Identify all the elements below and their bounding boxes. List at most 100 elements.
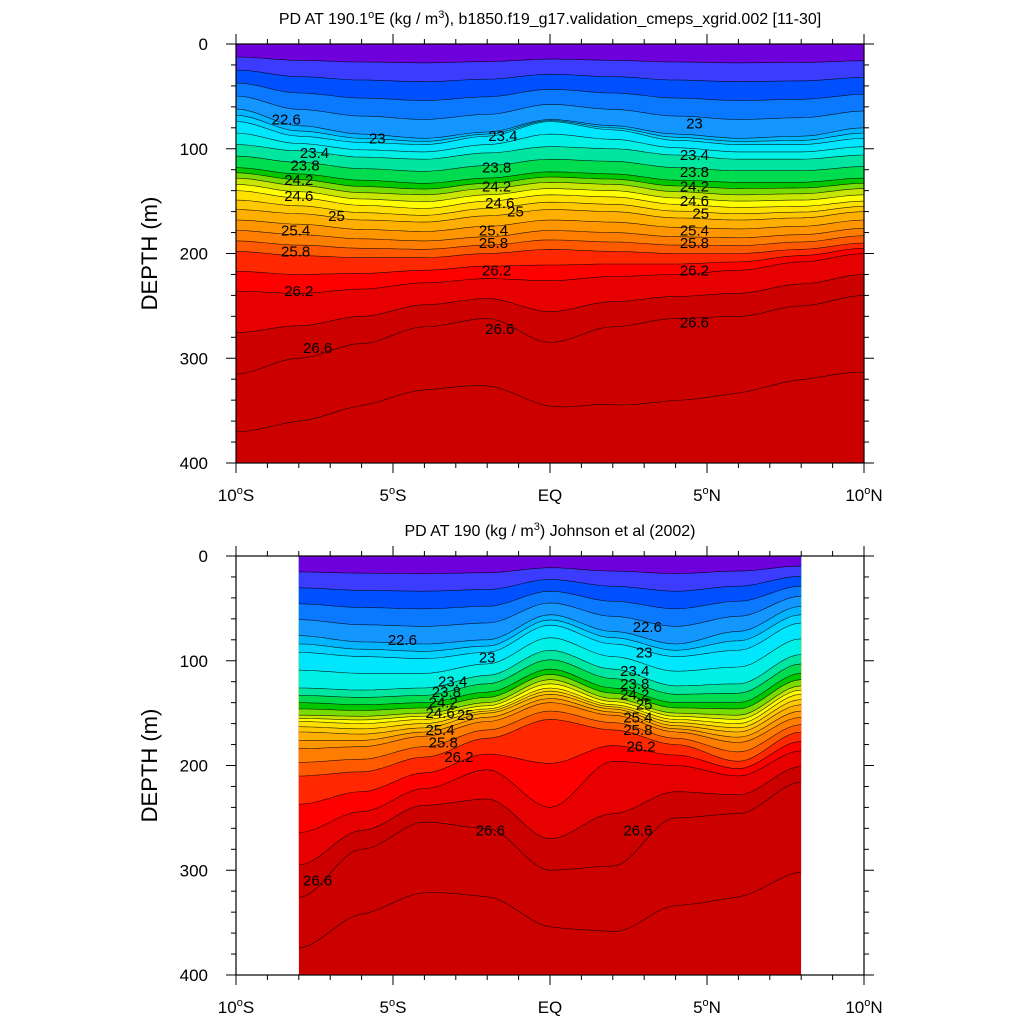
contour-label: 23.8	[432, 684, 461, 701]
contour-line	[236, 295, 864, 375]
contour-label: 25.4	[425, 722, 454, 739]
contour-line	[298, 719, 802, 777]
contour-label: 22.6	[633, 619, 662, 636]
contour-label: 26.6	[476, 822, 505, 839]
contour-label: 25.8	[680, 235, 709, 252]
contour-line	[298, 565, 802, 574]
contour-label: 25	[507, 204, 524, 221]
contour-line	[298, 622, 802, 660]
contour-label: 25	[457, 707, 474, 724]
contour-line	[298, 649, 802, 691]
contour-label: 25.8	[479, 235, 508, 252]
contour-line	[236, 69, 864, 83]
contour-label: 23.8	[620, 676, 649, 693]
contour-label: 23.4	[438, 674, 467, 691]
contour-label: 26.2	[626, 739, 655, 756]
contour-label: 25.8	[623, 722, 652, 739]
contour-line	[298, 674, 802, 711]
contour-line	[298, 659, 802, 698]
contour-label: 24.2	[284, 172, 313, 189]
contour-label: 25	[636, 697, 653, 714]
contour-label: 26.6	[623, 822, 652, 839]
contour-label: 24.2	[620, 686, 649, 703]
contour-line	[236, 155, 864, 172]
x-tick-label: 10oS	[218, 485, 254, 505]
x-tick-label: EQ	[538, 486, 563, 505]
contour-line	[298, 741, 802, 805]
contour-line	[236, 172, 864, 190]
y-axis-label: DEPTH (m)	[137, 197, 162, 311]
contour-label: 23.8	[680, 164, 709, 181]
contour-label: 25.4	[281, 222, 310, 239]
contour-line	[298, 614, 802, 652]
contour-label: 26.6	[303, 873, 332, 890]
contour-label: 26.6	[303, 340, 332, 357]
contour-label: 26.2	[444, 749, 473, 766]
contour-line	[236, 228, 864, 242]
contour-line	[236, 242, 864, 258]
contour-line	[236, 248, 864, 275]
x-tick-label: 10oS	[218, 997, 254, 1017]
contour-label: 23	[479, 650, 496, 667]
contour-line	[236, 371, 864, 432]
contour-line	[236, 177, 864, 196]
y-tick-label: 300	[180, 861, 208, 880]
contour-line	[298, 683, 802, 721]
y-tick-label: 400	[180, 454, 208, 473]
contour-line	[236, 199, 864, 216]
contour-line	[298, 750, 802, 833]
x-tick-label: 10oN	[845, 997, 882, 1017]
y-tick-label: 300	[180, 349, 208, 368]
y-axis-label: DEPTH (m)	[137, 709, 162, 823]
contour-line	[298, 710, 802, 763]
x-tick-label: EQ	[538, 998, 563, 1017]
contour-fill	[298, 556, 802, 975]
contour-line	[236, 82, 864, 101]
contour-line	[298, 687, 802, 724]
contour-label: 25.8	[429, 734, 458, 751]
chart-title: PD AT 190.1oE (kg / m3), b1850.f19_g17.v…	[279, 9, 821, 28]
contour-label: 22.6	[388, 632, 417, 649]
contour-label: 25.8	[281, 243, 310, 260]
y-tick-label: 0	[199, 547, 208, 566]
contour-line	[298, 693, 802, 735]
contour-label: 23.8	[290, 158, 319, 175]
contour-label: 25	[692, 206, 709, 223]
contour-line	[236, 190, 864, 209]
contour-line	[236, 209, 864, 223]
density-band	[236, 44, 864, 63]
chart-title: PD AT 190 (kg / m3) Johnson et al (2002)	[404, 521, 695, 540]
contour-label: 23.4	[488, 128, 517, 145]
contour-label: 23.4	[300, 145, 329, 162]
y-tick-label: 100	[180, 140, 208, 159]
contour-label: 23	[369, 130, 386, 147]
contour-line	[236, 253, 864, 294]
contour-label: 23.8	[482, 160, 511, 177]
contour-line	[298, 679, 802, 717]
contour-label: 24.6	[485, 195, 514, 212]
contour-line	[236, 114, 864, 142]
contour-label: 24.6	[284, 188, 313, 205]
contour-line	[236, 108, 864, 139]
contour-label: 22.6	[272, 111, 301, 128]
x-tick-label: 10oN	[845, 485, 882, 505]
contour-label: 24.6	[425, 705, 454, 722]
contour-label: 26.2	[284, 283, 313, 300]
x-tick-label: 5oS	[380, 485, 407, 505]
contour-line	[298, 637, 802, 674]
contour-line	[298, 871, 802, 949]
contour-label: 25.4	[680, 222, 709, 239]
contour-line	[236, 274, 864, 333]
x-tick-label: 5oN	[693, 997, 721, 1017]
contour-label: 24.2	[429, 695, 458, 712]
contour-line	[236, 167, 864, 184]
contour-label: 25.4	[479, 222, 508, 239]
contour-label: 25.4	[623, 709, 652, 726]
contour-line	[236, 56, 864, 64]
contour-line	[298, 585, 802, 610]
contour-line	[236, 121, 864, 145]
contour-label: 24.2	[680, 178, 709, 195]
contour-label: 26.6	[680, 315, 709, 332]
contour-label: 23	[636, 644, 653, 661]
